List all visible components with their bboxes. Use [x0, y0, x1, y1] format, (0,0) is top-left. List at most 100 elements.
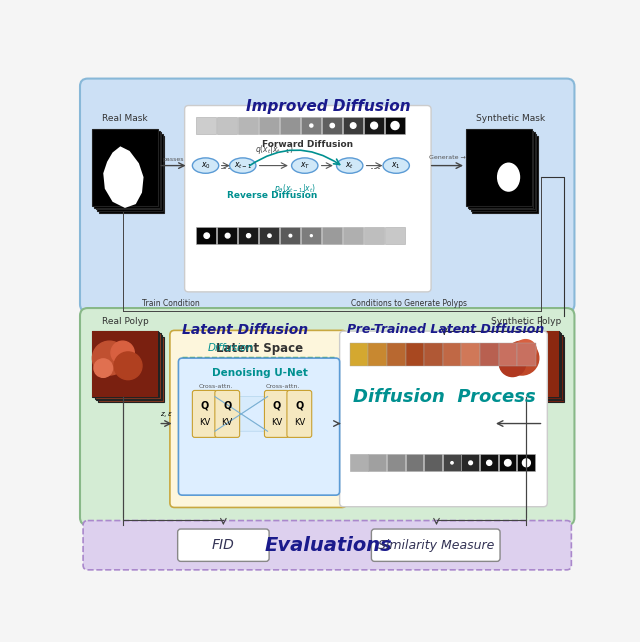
- Bar: [95, 132, 161, 209]
- Text: Train Condition: Train Condition: [142, 299, 200, 308]
- FancyBboxPatch shape: [179, 358, 340, 495]
- Text: Reverse Diffusion: Reverse Diffusion: [227, 191, 317, 200]
- Bar: [95, 333, 161, 399]
- Bar: [322, 117, 342, 134]
- Text: Improved Diffusion: Improved Diffusion: [246, 99, 410, 114]
- Bar: [301, 227, 321, 244]
- Text: Q: Q: [295, 401, 303, 410]
- Text: Q: Q: [201, 401, 209, 410]
- Bar: [92, 130, 158, 206]
- Bar: [217, 117, 237, 134]
- Text: Conditions to Generate Polyps: Conditions to Generate Polyps: [351, 299, 467, 308]
- FancyBboxPatch shape: [83, 521, 572, 570]
- Text: $x_1$: $x_1$: [392, 160, 401, 171]
- Bar: [96, 335, 162, 401]
- Text: ...: ...: [370, 159, 382, 172]
- Circle shape: [94, 359, 113, 377]
- Bar: [424, 455, 442, 471]
- Bar: [93, 332, 159, 397]
- Ellipse shape: [230, 158, 256, 173]
- Circle shape: [92, 341, 127, 375]
- Circle shape: [268, 234, 271, 238]
- Bar: [92, 331, 158, 397]
- Bar: [385, 227, 404, 244]
- Circle shape: [468, 461, 472, 465]
- FancyBboxPatch shape: [170, 331, 347, 507]
- Circle shape: [330, 123, 335, 128]
- Circle shape: [225, 233, 230, 238]
- Ellipse shape: [337, 158, 363, 173]
- Bar: [259, 227, 279, 244]
- Bar: [98, 336, 164, 402]
- Bar: [461, 455, 479, 471]
- Circle shape: [111, 341, 134, 364]
- Circle shape: [310, 235, 312, 237]
- Bar: [259, 117, 279, 134]
- Polygon shape: [103, 146, 143, 208]
- Bar: [499, 336, 564, 402]
- Circle shape: [391, 121, 399, 130]
- Bar: [424, 343, 443, 366]
- FancyBboxPatch shape: [193, 390, 217, 437]
- Bar: [322, 227, 342, 244]
- Bar: [469, 132, 535, 209]
- Bar: [349, 455, 367, 471]
- Ellipse shape: [497, 162, 520, 192]
- Bar: [238, 227, 259, 244]
- Circle shape: [486, 460, 492, 465]
- Text: Latent Space: Latent Space: [216, 342, 303, 355]
- Text: Pre-Trained Latent Diffusion: Pre-Trained Latent Diffusion: [347, 324, 545, 336]
- Bar: [466, 130, 532, 206]
- Bar: [497, 335, 563, 401]
- Bar: [517, 455, 535, 471]
- Bar: [495, 333, 561, 399]
- Text: $z, \epsilon$: $z, \epsilon$: [159, 410, 172, 419]
- FancyBboxPatch shape: [287, 390, 312, 437]
- FancyBboxPatch shape: [371, 529, 500, 561]
- Circle shape: [504, 460, 511, 466]
- Bar: [499, 343, 517, 366]
- Text: Diffusion  Process: Diffusion Process: [353, 388, 536, 406]
- Bar: [364, 227, 384, 244]
- Circle shape: [246, 234, 251, 238]
- Text: passes: passes: [163, 157, 184, 162]
- Bar: [280, 117, 300, 134]
- Text: $x_{t-1}$: $x_{t-1}$: [234, 160, 252, 171]
- Bar: [517, 343, 536, 366]
- Text: KV: KV: [199, 418, 211, 427]
- Bar: [467, 131, 533, 208]
- Bar: [343, 227, 363, 244]
- Ellipse shape: [383, 158, 410, 173]
- Text: KV: KV: [294, 418, 305, 427]
- Text: Similarity Measure: Similarity Measure: [378, 539, 494, 551]
- FancyBboxPatch shape: [80, 308, 575, 525]
- Bar: [385, 117, 404, 134]
- Bar: [493, 331, 559, 397]
- Circle shape: [204, 233, 209, 238]
- FancyBboxPatch shape: [215, 390, 239, 437]
- Bar: [217, 227, 237, 244]
- Bar: [280, 227, 300, 244]
- Bar: [387, 343, 406, 366]
- Bar: [238, 117, 259, 134]
- Ellipse shape: [292, 158, 318, 173]
- Text: KV: KV: [271, 418, 282, 427]
- Text: Cross-attn.: Cross-attn.: [266, 384, 300, 389]
- Bar: [349, 343, 368, 366]
- Circle shape: [505, 341, 539, 375]
- FancyBboxPatch shape: [178, 529, 269, 561]
- Text: $x_0$: $x_0$: [200, 160, 211, 171]
- Text: $p_\theta(x_{t-1}|x_t)$: $p_\theta(x_{t-1}|x_t)$: [275, 182, 316, 195]
- Circle shape: [350, 123, 356, 128]
- Circle shape: [515, 340, 536, 361]
- Text: Forward Diffusion: Forward Diffusion: [262, 140, 353, 149]
- Bar: [443, 455, 461, 471]
- Text: Q: Q: [273, 401, 281, 410]
- Bar: [364, 117, 384, 134]
- FancyBboxPatch shape: [80, 78, 575, 312]
- FancyBboxPatch shape: [264, 390, 289, 437]
- Bar: [97, 134, 163, 211]
- Text: $x_t$: $x_t$: [345, 160, 354, 171]
- Text: Real Polyp: Real Polyp: [102, 317, 148, 325]
- Text: Denoising U-Net: Denoising U-Net: [212, 368, 308, 378]
